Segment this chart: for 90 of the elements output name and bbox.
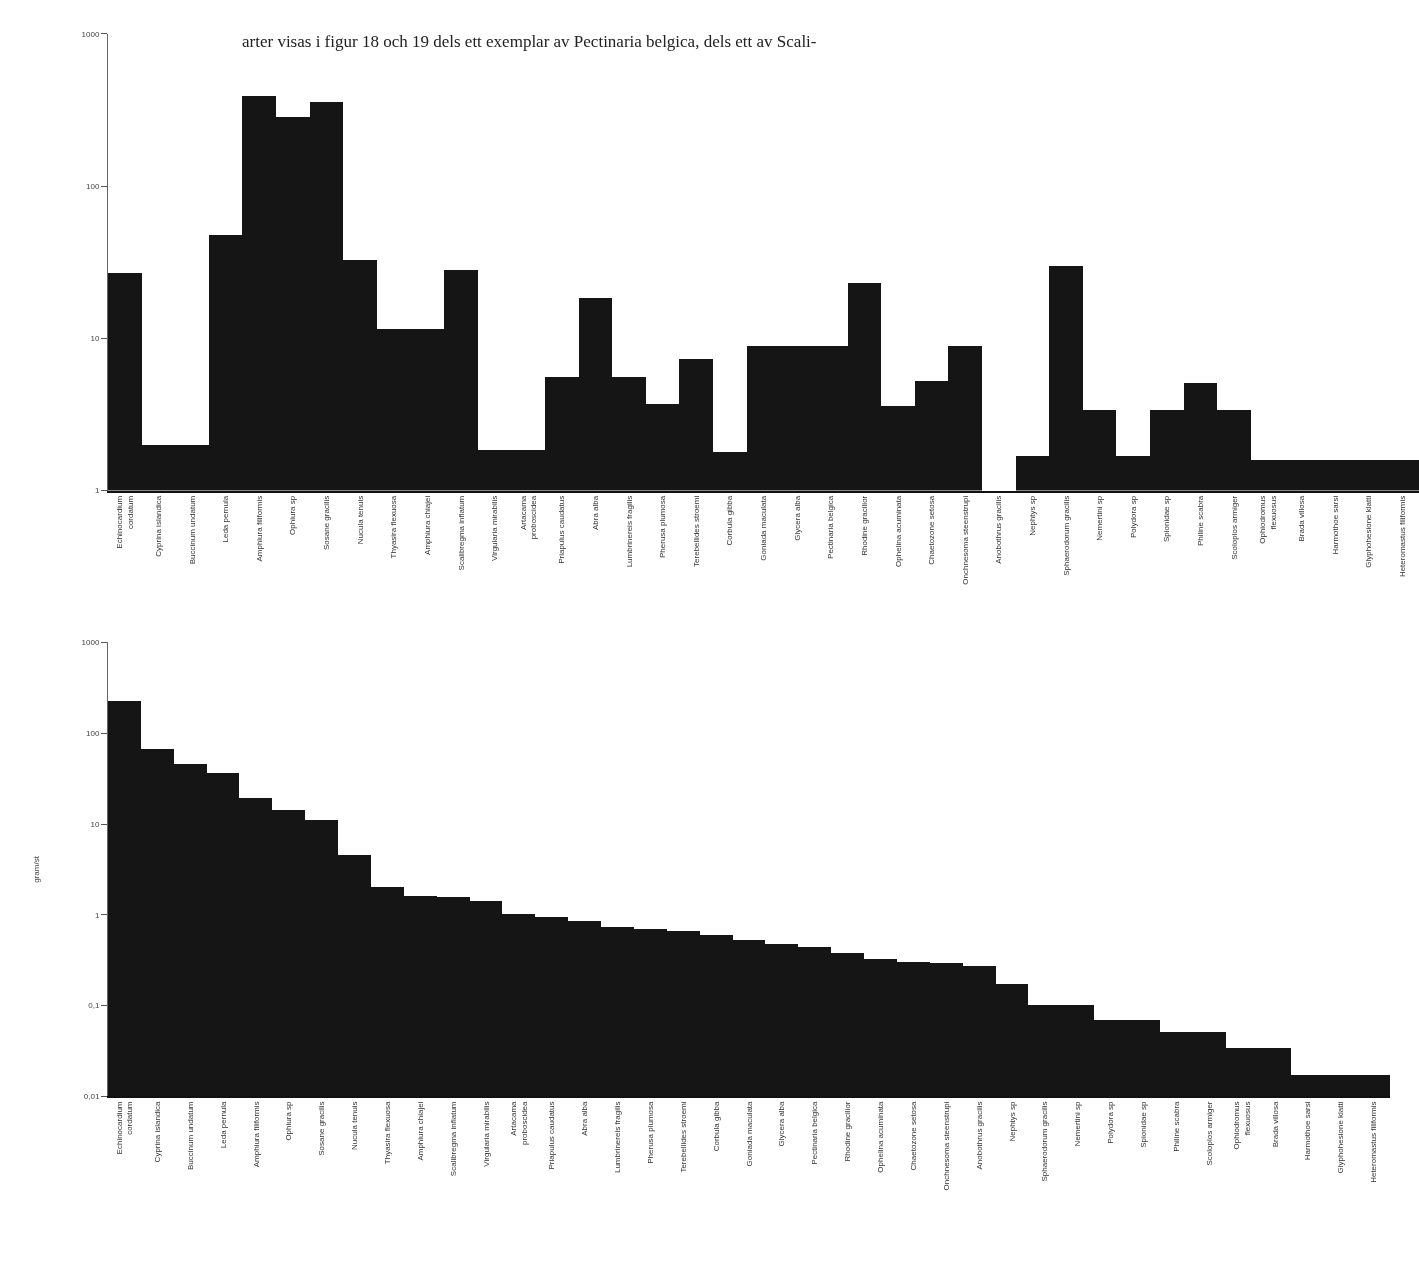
x-tick-label: Goniada maculata — [744, 1100, 754, 1167]
x-tick-label: Amphiura filiformis — [251, 1101, 261, 1168]
x-tick-label: Cyprina islandica — [154, 495, 164, 557]
x-tick-label: Terebellides stroemi — [678, 1101, 688, 1173]
x-tick-label: Ophiodromus flexuosus — [1258, 495, 1278, 544]
x-tick-label: Ophelina acuminata — [876, 1100, 886, 1173]
x-tick-label: Onchnesoma steenstrupi — [941, 1101, 951, 1191]
x-tick-label: Pherusa plumosa — [658, 495, 668, 559]
x-tick-label: Virgularia mirabilis — [481, 1101, 491, 1167]
x-tick-label: Amphiura chiajei — [415, 1101, 425, 1161]
x-tick-label: Priapulus caudatus — [547, 1101, 557, 1170]
x-tick-label: Ophiodromus flexuosus — [1232, 1101, 1252, 1150]
x-tick-label: Polydora sp — [1106, 1100, 1116, 1144]
x-tick-label: Spionidae sp — [1162, 495, 1172, 543]
x-tick-label: Rhodine gracilior — [859, 495, 869, 556]
x-tick-label: Echinocardium cordatum — [115, 495, 135, 549]
x-tick-label: Glyphohesione klatti — [1364, 495, 1374, 568]
y-tick-label: 0,1 — [88, 1001, 100, 1011]
y-tick-label: 100 — [86, 181, 100, 191]
x-tick-label: Leda pernula — [218, 1100, 228, 1149]
x-tick-label: Glycera alba — [777, 1100, 787, 1147]
x-tick-label: Pectinaria belgica — [810, 1100, 820, 1165]
y-tick-label: 0,01 — [83, 1092, 100, 1102]
x-tick-label: Harmothoe sarsi — [1303, 1101, 1313, 1161]
y-tick-label: 1 — [94, 486, 100, 496]
x-tick-label: Brada villosa — [1270, 1100, 1280, 1148]
x-tick-label: Virgularia mirabilis — [490, 495, 500, 561]
x-tick-label: Heteromastus filiformis — [1369, 1101, 1379, 1183]
x-tick-label: Heteromastus filiformis — [1397, 495, 1407, 578]
x-tick-label: Rhodine gracilior — [843, 1101, 853, 1162]
x-tick-label: Abra alba — [591, 495, 601, 531]
x-tick-label: Artacama proboscidea — [509, 1100, 529, 1146]
x-tick-label: Ophiura sp — [288, 495, 298, 535]
x-tick-label: Pherusa plumosa — [645, 1100, 655, 1164]
x-tick-label: Spionidae sp — [1139, 1100, 1149, 1148]
x-tick-label: Buccinum undatum — [187, 495, 197, 565]
x-tick-label: Sosane gracilis — [317, 1101, 327, 1156]
x-tick-label: Polydora sp — [1128, 495, 1138, 539]
y-tick-label: 1 — [94, 910, 100, 920]
x-tick-label: Cyprina islandica — [152, 1100, 162, 1163]
x-tick-label: Harmothoe sarsi — [1330, 495, 1340, 555]
y-tick-label: 1000 — [81, 638, 100, 648]
y-tick-label: 10 — [90, 334, 100, 344]
x-tick-label: Amphiura chiajei — [422, 495, 432, 555]
x-tick-label: Scalibregma inflatum — [448, 1101, 458, 1177]
y-tick-label: 10 — [90, 819, 100, 829]
y-tick-label: 1000 — [81, 29, 100, 39]
x-tick-label: Nucula tenuis — [355, 495, 365, 545]
x-tick-label: Anobothrus gracilis — [994, 495, 1004, 564]
x-tick-label: Philine scabra — [1171, 1100, 1181, 1152]
x-tick-label: Goniada maculata — [759, 495, 769, 561]
y-tick-label: 100 — [86, 729, 100, 739]
x-tick-label: Scoloplos armiger — [1204, 1101, 1214, 1166]
x-tick-label: Thyasira flexuosa — [383, 1100, 393, 1165]
x-tick-label: Sphaerodorum gracilis — [1061, 495, 1071, 576]
x-tick-label: Pectinaria belgica — [826, 495, 836, 559]
x-tick-label: Corbula gibba — [711, 1100, 721, 1152]
x-tick-label: Terebellides stroemi — [691, 495, 701, 567]
x-tick-label: Nucula tenuis — [350, 1101, 360, 1150]
x-tick-label: Artacama proboscidea — [518, 495, 538, 540]
x-tick-label: Lumbrinereis fragilis — [613, 1101, 623, 1174]
x-tick-label: Glycera alba — [792, 495, 802, 541]
x-tick-label: Thyasira flexuosa — [389, 495, 399, 559]
x-tick-label: Abra alba — [580, 1100, 590, 1136]
x-tick-label: Chaetozone setosa — [908, 1100, 918, 1171]
x-tick-label: Philine scabra — [1196, 495, 1206, 547]
y-axis-title: gram/st — [32, 855, 42, 883]
x-tick-label: Ophelina acuminata — [893, 495, 903, 567]
annotation: arter visas i figur 18 och 19 dels ett exemplar av Pectinaria belgica, dels ett av Scali- — [242, 32, 817, 51]
x-tick-label: Ophiura sp — [284, 1100, 294, 1141]
x-tick-label: Amphiura filiformis — [254, 495, 264, 562]
x-tick-label: Scoloplos armiger — [1229, 495, 1239, 560]
x-tick-label: Buccinum undatum — [185, 1101, 195, 1170]
x-tick-label: Priapulus caudatus — [557, 495, 567, 564]
x-tick-label: Echinocardium cordatum — [114, 1101, 135, 1155]
x-tick-label: Brada villosa — [1296, 495, 1306, 542]
x-tick-label: Nemertini sp — [1073, 1100, 1083, 1147]
x-tick-label: Nemertini sp — [1095, 495, 1105, 541]
x-tick-label: Sphaerodorum gracilis — [1040, 1101, 1050, 1182]
x-tick-label: Sosane gracilis — [322, 495, 332, 551]
x-tick-label: Nephtys sp — [1028, 495, 1038, 536]
x-tick-label: Chaetozone setosa — [927, 495, 937, 565]
x-tick-label: Corbula gibba — [725, 495, 735, 546]
x-tick-label: Scalibregma inflatum — [456, 495, 466, 571]
x-tick-label: Lumbrinereis fragilis — [624, 495, 634, 568]
x-tick-label: Anobothrus gracilis — [974, 1101, 984, 1170]
x-tick-label: Nephtys sp — [1007, 1100, 1017, 1142]
x-tick-label: Leda pernula — [221, 495, 231, 543]
x-tick-label: Glyphohesione klatti — [1336, 1101, 1346, 1174]
x-tick-label: Onchnesoma steenstrupi — [960, 495, 970, 585]
